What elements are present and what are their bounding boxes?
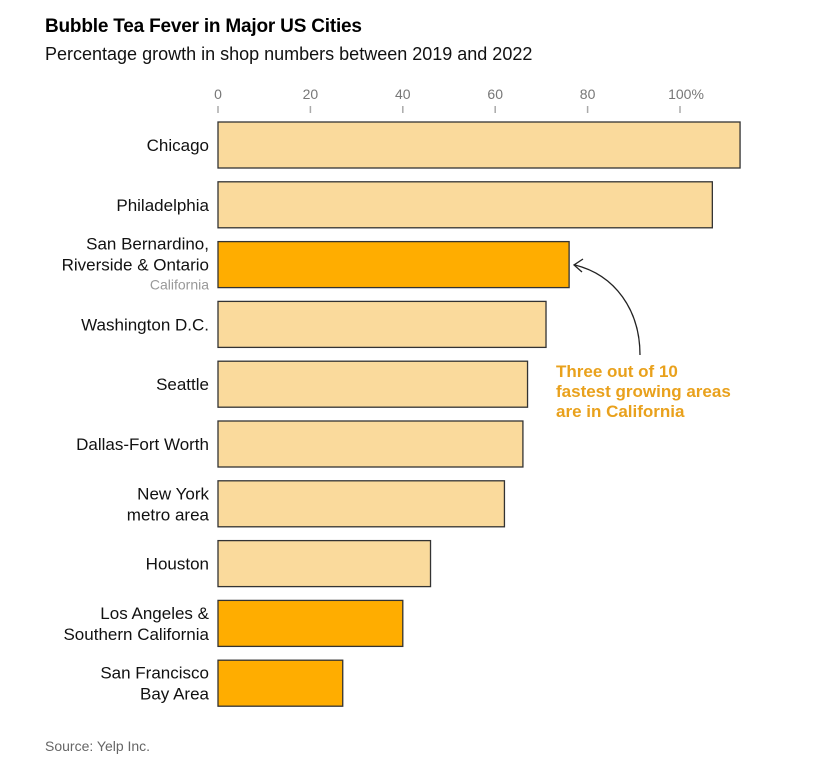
- bar-new-york-metro-area: [217, 480, 506, 528]
- annotation-arrow: [574, 264, 641, 356]
- category-label: Philadelphia: [116, 196, 209, 215]
- category-label: metro area: [127, 505, 210, 524]
- bar-san-bernardino-riverside-ontario: [217, 240, 570, 289]
- arrowhead-icon: [572, 258, 584, 273]
- chart-subtitle: Percentage growth in shop numbers betwee…: [45, 44, 533, 64]
- bar-san-francisco-bay-area: [217, 659, 344, 707]
- category-label: Washington D.C.: [81, 315, 209, 334]
- bar-washington-d-c-: [217, 300, 547, 349]
- tick-label: 100%: [668, 86, 704, 102]
- bar-seattle: [217, 360, 529, 408]
- annotation-text: are in California: [556, 402, 685, 421]
- tick-label: 40: [395, 86, 411, 102]
- bar-los-angeles-southern-california: [217, 599, 404, 648]
- annotation-text: fastest growing areas: [556, 382, 731, 401]
- annotation-text: Three out of 10: [556, 362, 678, 381]
- tick-label: 0: [214, 86, 222, 102]
- bar-chicago: [217, 121, 741, 169]
- bar-dallas-fort-worth: [217, 420, 524, 468]
- category-label: Los Angeles &: [100, 604, 209, 623]
- category-label: New York: [137, 484, 209, 503]
- source-note: Source: Yelp Inc.: [45, 738, 151, 754]
- category-label: Bay Area: [140, 685, 210, 704]
- category-label: San Bernardino,: [86, 235, 209, 254]
- category-sublabel: California: [150, 277, 209, 293]
- tick-label: 80: [580, 86, 596, 102]
- category-label: San Francisco: [100, 664, 209, 683]
- tick-label: 20: [303, 86, 319, 102]
- category-label: Southern California: [63, 625, 209, 644]
- category-label: Houston: [146, 555, 209, 574]
- category-label: Dallas-Fort Worth: [76, 435, 209, 454]
- tick-label: 60: [487, 86, 503, 102]
- chart-title: Bubble Tea Fever in Major US Cities: [45, 16, 362, 37]
- category-label: Chicago: [147, 136, 209, 155]
- category-label: Riverside & Ontario: [62, 256, 209, 275]
- bar-houston: [217, 539, 432, 588]
- category-label: Seattle: [156, 375, 209, 394]
- bar-philadelphia: [217, 181, 713, 229]
